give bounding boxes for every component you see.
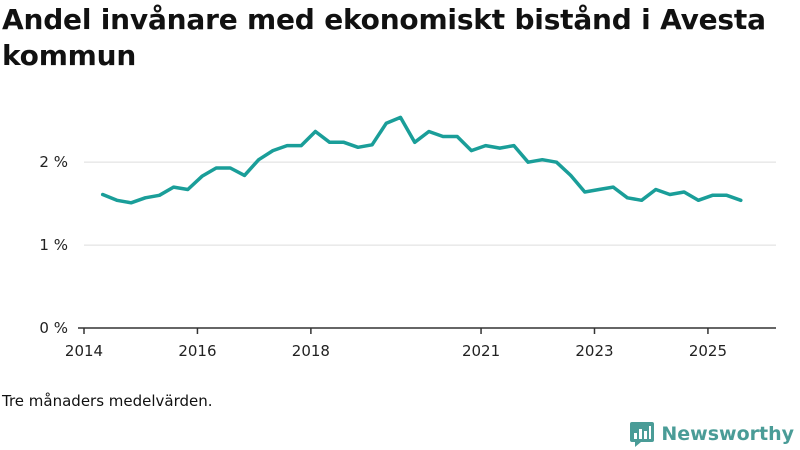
series-line — [100, 115, 743, 205]
data-point — [682, 190, 686, 194]
data-point — [526, 160, 530, 164]
data-point — [710, 193, 714, 197]
data-point — [455, 134, 459, 138]
data-point — [512, 144, 516, 148]
brand-name: Newsworthy — [661, 423, 794, 445]
x-tick-label: 2016 — [178, 342, 216, 360]
chart-title: Andel invånare med ekonomiskt bistånd i … — [2, 3, 766, 72]
data-point — [696, 198, 700, 202]
newsworthy-brand[interactable]: Newsworthy — [629, 420, 794, 448]
data-point — [356, 145, 360, 149]
data-point — [668, 193, 672, 197]
data-point — [625, 196, 629, 200]
data-point — [498, 146, 502, 150]
data-point — [143, 196, 147, 200]
data-point — [540, 158, 544, 162]
series-layer — [100, 115, 743, 205]
data-point — [328, 140, 332, 144]
data-point — [101, 193, 105, 197]
data-point — [186, 188, 190, 192]
data-point — [299, 144, 303, 148]
axis-layer: 0 % 1 % 2 % 2014 2016 2018 2021 2023 2025 — [39, 153, 776, 360]
y-tick-label: 1 % — [39, 236, 68, 254]
y-tick-label: 2 % — [39, 153, 68, 171]
data-point — [384, 121, 388, 125]
data-point — [228, 166, 232, 170]
y-tick-label: 0 % — [39, 319, 68, 337]
data-point — [271, 149, 275, 153]
data-point — [399, 115, 403, 119]
data-point — [739, 198, 743, 202]
data-point — [243, 173, 247, 177]
data-point — [257, 158, 261, 162]
x-tick-label: 2018 — [292, 342, 330, 360]
x-tick-label: 2014 — [65, 342, 103, 360]
data-point — [214, 166, 218, 170]
data-point — [640, 198, 644, 202]
chart-note: Tre månaders medelvärden. — [2, 392, 213, 410]
data-point — [569, 173, 573, 177]
data-point — [342, 140, 346, 144]
data-point — [285, 144, 289, 148]
x-tick-label: 2025 — [689, 342, 727, 360]
data-point — [427, 130, 431, 134]
data-point — [129, 201, 133, 205]
data-point — [115, 198, 119, 202]
data-point — [413, 140, 417, 144]
data-point — [370, 143, 374, 147]
data-point — [654, 188, 658, 192]
data-point — [469, 149, 473, 153]
data-point — [441, 134, 445, 138]
data-point — [157, 193, 161, 197]
x-tick-label: 2023 — [575, 342, 613, 360]
data-point — [554, 160, 558, 164]
x-tick-label: 2021 — [462, 342, 500, 360]
data-point — [313, 130, 317, 134]
data-point — [597, 188, 601, 192]
grid-layer — [84, 161, 776, 246]
data-point — [172, 185, 176, 189]
data-point — [725, 193, 729, 197]
data-point — [611, 185, 615, 189]
data-point — [200, 174, 204, 178]
data-point — [583, 190, 587, 194]
data-point — [484, 144, 488, 148]
newsworthy-logo-icon — [630, 422, 655, 447]
